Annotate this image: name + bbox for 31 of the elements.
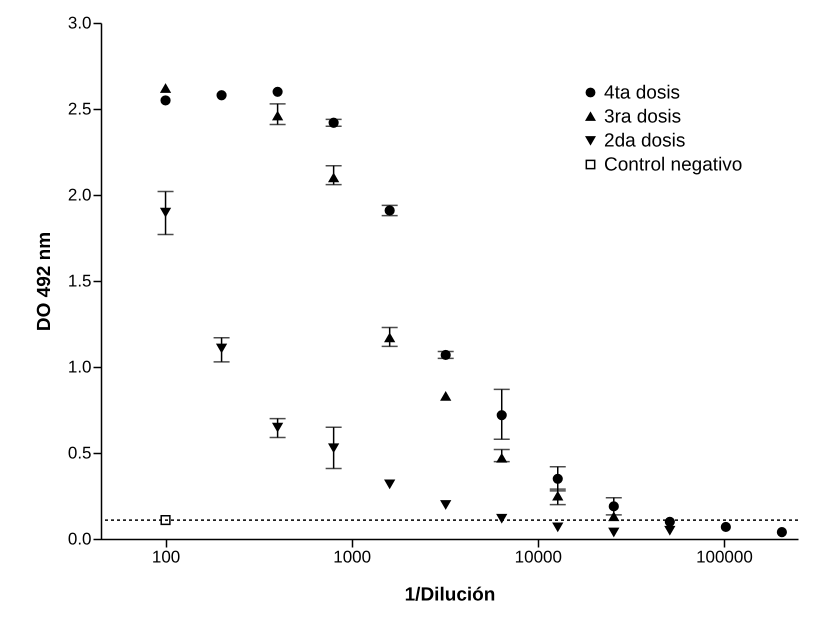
point: [496, 514, 507, 523]
y-tick-label: 2.5: [68, 100, 92, 118]
y-tick-label: 2.0: [68, 186, 92, 204]
x-tick-label: 100000: [696, 548, 753, 566]
y-tick-label: 1.5: [68, 272, 92, 290]
point: [440, 392, 451, 401]
y-tick-label: 0.0: [68, 530, 92, 548]
point: [272, 86, 283, 97]
point: [160, 515, 171, 526]
x-tick-label: 10000: [514, 548, 562, 566]
point: [160, 84, 171, 93]
y-tick-label: 0.5: [68, 444, 92, 462]
legend-label: Control negativo: [604, 154, 742, 176]
point: [216, 90, 227, 100]
point: [160, 95, 171, 106]
x-tick-label: 1000: [333, 548, 372, 566]
y-tick-label: 1.0: [68, 358, 92, 376]
y-axis-title: DO 492 nm: [34, 232, 55, 332]
point: [776, 527, 787, 538]
point: [608, 528, 619, 537]
point: [664, 526, 675, 535]
point: [440, 500, 451, 510]
legend-label: 3ra dosis: [604, 106, 682, 128]
point: [384, 479, 395, 488]
y-tick-label: 3.0: [68, 14, 92, 32]
legend-label: 2da dosis: [604, 130, 686, 152]
point: [552, 522, 563, 532]
point: [720, 522, 731, 532]
legend-label: 4ta dosis: [604, 82, 680, 104]
x-tick-label: 100: [152, 548, 180, 566]
x-axis-title: 1/Dilución: [404, 584, 496, 606]
